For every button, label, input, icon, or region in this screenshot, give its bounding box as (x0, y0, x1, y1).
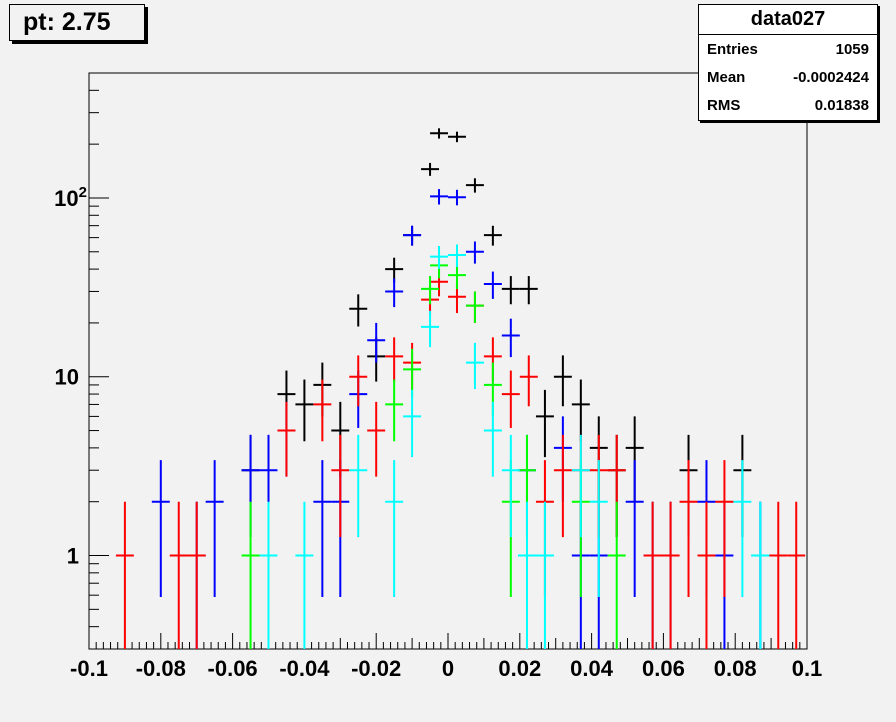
stats-row-entries: Entries 1059 (699, 35, 877, 63)
stats-row-rms: RMS 0.01838 (699, 91, 877, 119)
data-series (115, 128, 806, 649)
stats-value: 0.01838 (814, 96, 869, 114)
x-tick-label: 0.04 (570, 656, 614, 681)
stats-label: Mean (707, 68, 746, 86)
stats-value: -0.0002424 (793, 68, 869, 86)
x-tick-label: 0.08 (714, 656, 757, 681)
plot-title: pt: 2.75 (9, 4, 145, 41)
x-tick-label: 0 (442, 656, 454, 681)
x-tick-label: -0.06 (208, 656, 258, 681)
y-tick-label: 102 (54, 184, 87, 211)
stats-box: data027 Entries 1059 Mean -0.0002424 RMS… (698, 4, 878, 121)
stats-value: 1059 (835, 40, 869, 58)
stats-label: Entries (707, 40, 758, 58)
x-tick-label: -0.08 (136, 656, 186, 681)
x-tick-label: -0.04 (279, 656, 330, 681)
stats-label: RMS (707, 96, 741, 114)
x-tick-label: 0.06 (642, 656, 685, 681)
x-tick-label: -0.1 (70, 656, 108, 681)
stats-row-mean: Mean -0.0002424 (699, 63, 877, 91)
x-tick-label: -0.02 (351, 656, 401, 681)
y-tick-label: 10 (55, 365, 79, 390)
plot-frame (88, 72, 808, 650)
axes: -0.1 -0.08 -0.06 -0.04 -0.02 0 0.02 0.04 0.06 0.0… (54, 72, 823, 681)
x-tick-label: 0.02 (498, 656, 541, 681)
y-tick-label: 1 (67, 544, 79, 569)
x-tick-label: 0.1 (792, 656, 823, 681)
stats-name: data027 (699, 5, 877, 35)
